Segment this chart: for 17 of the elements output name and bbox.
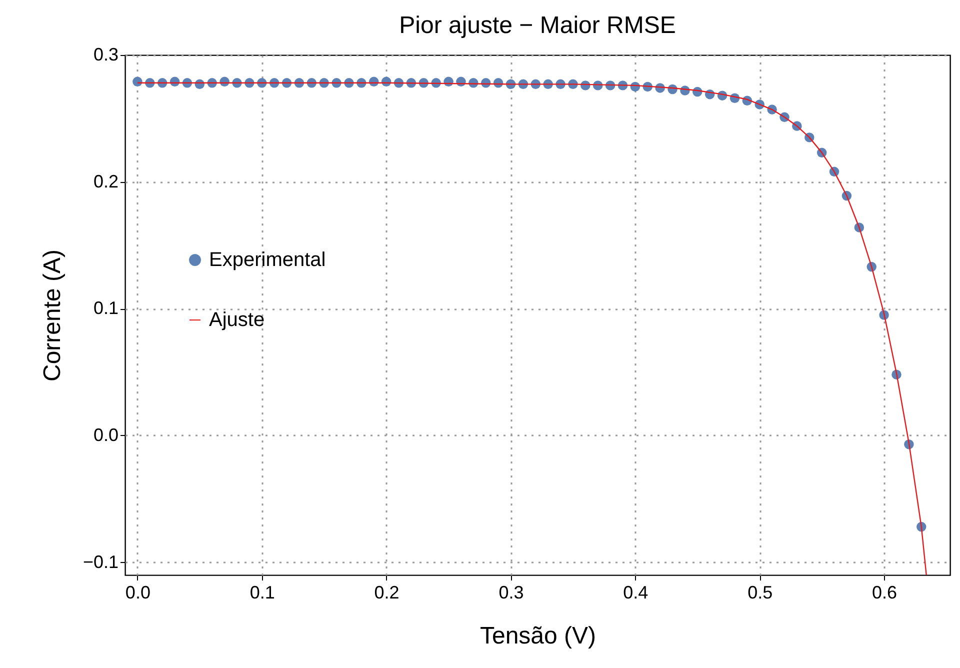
x-tick-label: 0.1 [250, 582, 275, 602]
y-tick-label: 0.3 [93, 44, 118, 64]
x-tick-label: 0.6 [872, 582, 898, 602]
x-tick-label: 0.5 [748, 582, 773, 602]
y-tick-label: −0.1 [82, 552, 118, 572]
y-tick-label: 0.2 [93, 171, 118, 192]
x-tick-label: 0.3 [498, 582, 524, 602]
legend-label: Ajuste [209, 309, 265, 331]
x-axis-title: Tensão (V) [480, 622, 596, 650]
y-tick-label: 0.1 [93, 298, 118, 318]
x-tick-label: 0.4 [623, 582, 648, 602]
x-tick-label: 0.0 [125, 582, 150, 602]
chart-title: Pior ajuste − Maior RMSE [399, 12, 676, 39]
x-tick-label: 0.2 [374, 582, 400, 602]
y-tick-label: 0.0 [93, 424, 118, 445]
legend-label: Experimental [209, 249, 326, 271]
y-axis-title: Corrente (A) [38, 249, 66, 382]
